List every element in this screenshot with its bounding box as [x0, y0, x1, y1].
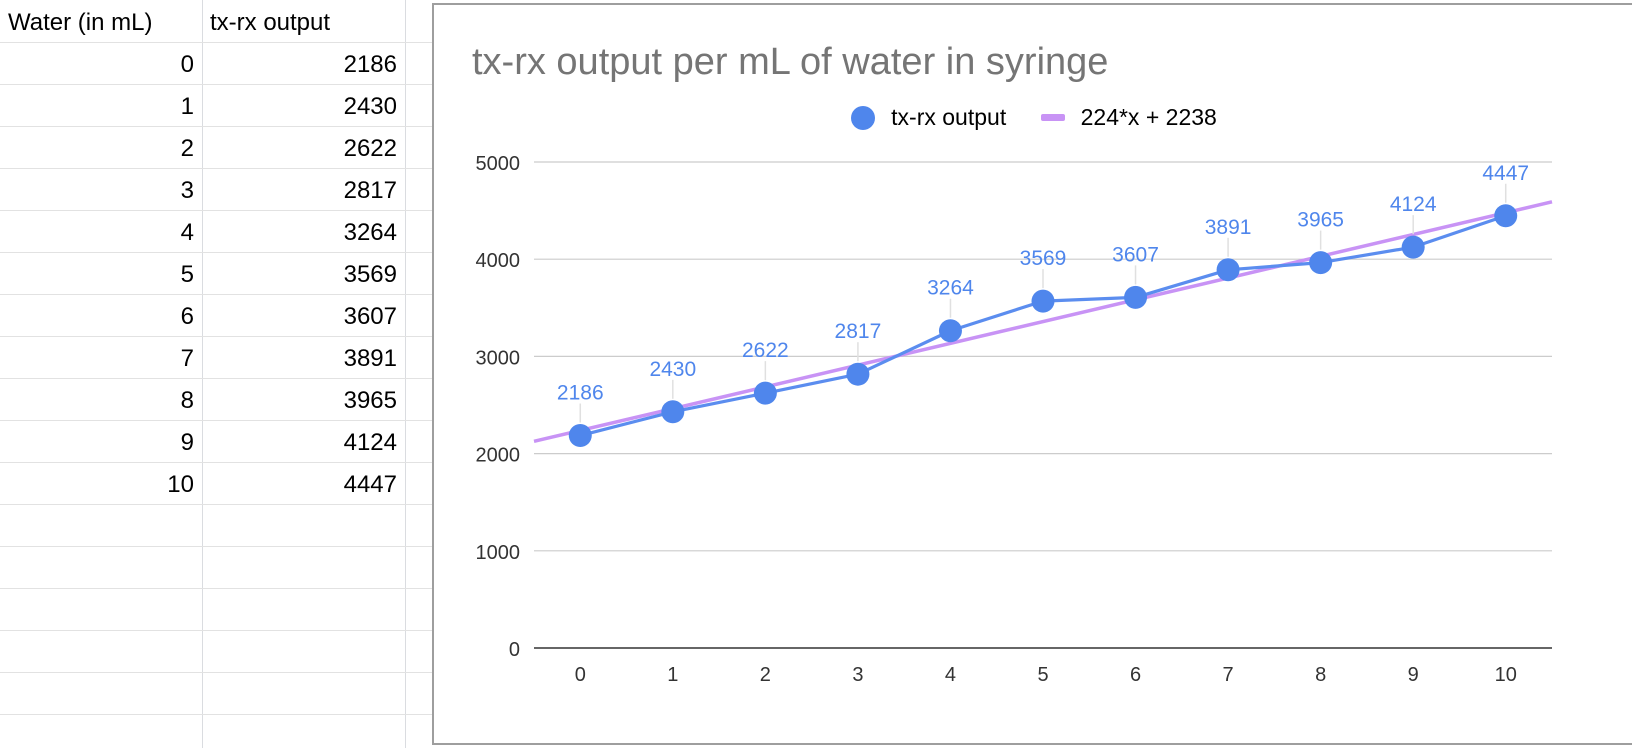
cell-output-1[interactable]: 2430: [343, 93, 397, 120]
legend-trendline-label: 224*x + 2238: [1080, 104, 1217, 131]
cell-output-3[interactable]: 2817: [343, 177, 397, 204]
cell-water-9[interactable]: 9: [180, 429, 194, 456]
data-label: 3891: [1205, 216, 1252, 239]
cell-output-7[interactable]: 3891: [343, 345, 397, 372]
cell-water-5[interactable]: 5: [180, 261, 194, 288]
x-tick-label: 3: [852, 664, 863, 686]
cell-water-1[interactable]: 1: [180, 93, 194, 120]
x-tick-label: 9: [1408, 664, 1419, 686]
row-divider: [0, 378, 440, 379]
data-label: 2186: [557, 382, 604, 405]
row-divider: [0, 630, 440, 631]
x-tick-label: 1: [667, 664, 678, 686]
cell-water-0[interactable]: 0: [180, 51, 194, 78]
header-water[interactable]: Water (in mL): [8, 9, 153, 36]
x-tick-label: 10: [1495, 664, 1517, 686]
column-divider: [405, 0, 406, 748]
cell-output-2[interactable]: 2622: [343, 135, 397, 162]
row-divider: [0, 252, 440, 253]
cell-water-4[interactable]: 4: [180, 219, 194, 246]
y-tick-label: 5000: [476, 153, 521, 175]
cell-water-6[interactable]: 6: [180, 303, 194, 330]
y-tick-label: 4000: [476, 250, 521, 272]
x-tick-label: 7: [1223, 664, 1234, 686]
data-label: 3965: [1297, 209, 1344, 232]
row-divider: [0, 84, 440, 85]
y-tick-label: 0: [509, 639, 520, 661]
row-divider: [0, 210, 440, 211]
data-point: [1216, 258, 1240, 282]
x-tick-label: 2: [760, 664, 771, 686]
row-divider: [0, 336, 440, 337]
row-divider: [0, 294, 440, 295]
data-point: [1124, 285, 1148, 309]
data-point: [753, 381, 777, 405]
data-label: 3264: [927, 277, 974, 300]
row-divider: [0, 546, 440, 547]
legend-trendline-marker: [1040, 114, 1065, 122]
data-label: 2622: [742, 339, 789, 362]
x-tick-label: 5: [1037, 664, 1048, 686]
chart-plot: 0 1000 2000 3000 4000 5000 0 1 2 3 4 5 6 7 8 9 10 2186 243…: [476, 153, 1553, 686]
y-tick-label: 3000: [476, 347, 521, 369]
cell-water-8[interactable]: 8: [180, 387, 194, 414]
legend-item-trendline: 224*x + 2238: [1040, 104, 1217, 131]
cell-output-0[interactable]: 2186: [343, 51, 397, 78]
cell-output-4[interactable]: 3264: [343, 219, 397, 246]
cell-output-8[interactable]: 3965: [343, 387, 397, 414]
data-label: 2817: [835, 320, 882, 343]
cell-water-10[interactable]: 10: [167, 471, 194, 498]
cell-output-10[interactable]: 4447: [343, 471, 397, 498]
legend-series-marker: [851, 105, 876, 130]
row-divider: [0, 126, 440, 127]
data-label: 4124: [1390, 193, 1437, 216]
x-tick-label: 0: [575, 664, 586, 686]
row-divider: [0, 420, 440, 421]
data-label: 2430: [649, 358, 696, 381]
row-divider: [0, 588, 440, 589]
header-output[interactable]: tx-rx output: [210, 9, 331, 36]
row-divider: [0, 42, 440, 43]
trendline: [533, 200, 1553, 444]
x-tick-label: 8: [1315, 664, 1326, 686]
row-divider: [0, 672, 440, 673]
row-divider: [0, 462, 440, 463]
y-tick-label: 1000: [476, 542, 521, 564]
legend-item-series: tx-rx output: [851, 104, 1006, 131]
cell-water-3[interactable]: 3: [180, 177, 194, 204]
y-tick-label: 2000: [476, 445, 521, 467]
x-tick-label: 6: [1130, 664, 1141, 686]
row-divider: [0, 714, 440, 715]
data-point: [938, 319, 962, 343]
chart-container[interactable]: tx-rx output per mL of water in syringe …: [432, 3, 1632, 745]
cell-output-5[interactable]: 3569: [343, 261, 397, 288]
row-divider: [0, 168, 440, 169]
cell-output-9[interactable]: 4124: [343, 429, 397, 456]
x-tick-label: 4: [945, 664, 956, 686]
legend-series-label: tx-rx output: [891, 104, 1007, 131]
cell-output-6[interactable]: 3607: [343, 303, 397, 330]
data-label: 3607: [1112, 243, 1159, 266]
chart-title: tx-rx output per mL of water in syringe: [472, 41, 1109, 83]
cell-water-7[interactable]: 7: [180, 345, 194, 372]
data-point: [1401, 235, 1425, 259]
data-point: [846, 362, 870, 386]
column-divider: [202, 0, 203, 748]
data-point: [661, 400, 685, 424]
data-point: [1494, 204, 1518, 228]
data-label: 4447: [1482, 162, 1529, 185]
cell-water-2[interactable]: 2: [180, 135, 194, 162]
data-point: [1031, 289, 1055, 313]
data-label: 3569: [1020, 247, 1067, 270]
data-point: [1309, 251, 1333, 275]
row-divider: [0, 504, 440, 505]
data-point: [568, 424, 592, 448]
chart-legend: tx-rx output 224*x + 2238: [434, 103, 1632, 131]
